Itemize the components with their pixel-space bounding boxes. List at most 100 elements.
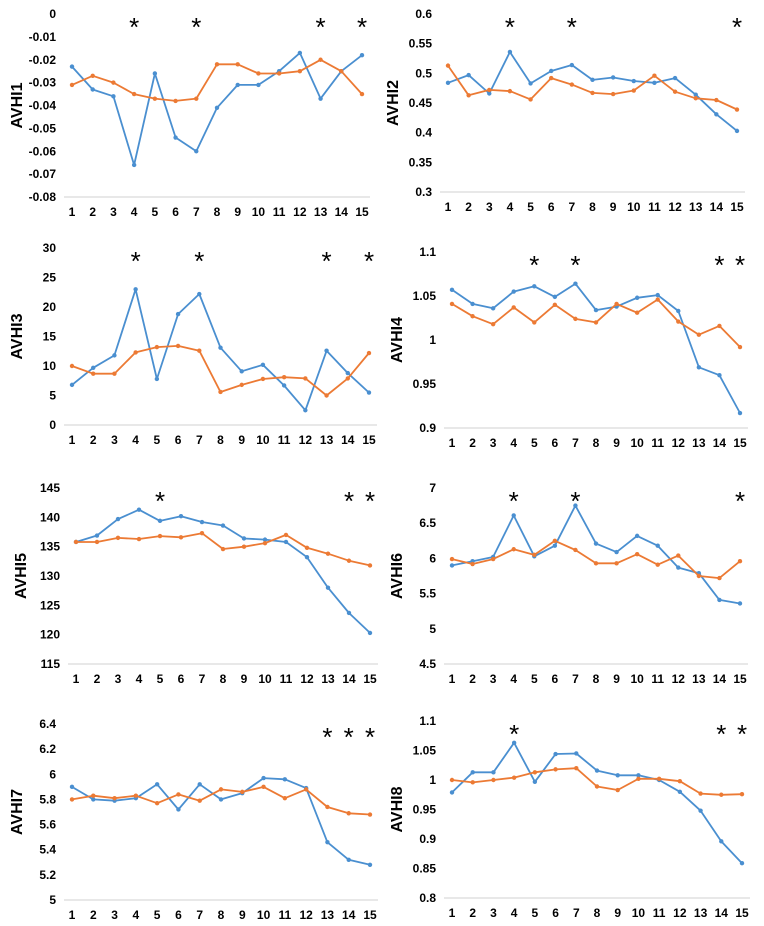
- data-point-blue: [220, 523, 226, 528]
- data-point-orange: [178, 535, 184, 540]
- x-tick-label: 5: [152, 205, 159, 219]
- x-tick-label: 13: [694, 906, 708, 920]
- significance-asterisk: *: [129, 12, 139, 42]
- data-point-orange: [339, 68, 344, 74]
- x-tick-label: 5: [532, 906, 539, 920]
- significance-asterisk: *: [505, 12, 515, 42]
- data-point-orange: [466, 93, 471, 98]
- data-point-orange: [115, 535, 121, 541]
- x-tick-label: 14: [341, 433, 355, 447]
- y-tick-label: 6.2: [39, 742, 56, 756]
- data-point-blue: [634, 295, 640, 300]
- y-tick-label: 6: [49, 767, 56, 781]
- significance-asterisk: *: [344, 722, 354, 752]
- y-tick-label: -0.06: [29, 144, 57, 158]
- y-tick-label: 10: [43, 359, 57, 373]
- data-point-orange: [261, 784, 266, 790]
- x-tick-label: 7: [199, 672, 206, 686]
- y-tick-label: 7: [429, 481, 436, 495]
- data-point-blue: [197, 782, 202, 787]
- x-tick-label: 5: [531, 436, 538, 450]
- x-tick-label: 15: [363, 908, 377, 922]
- x-tick-label: 5: [154, 908, 161, 922]
- x-tick-label: 5: [157, 672, 164, 686]
- significance-asterisk: *: [732, 12, 742, 42]
- y-tick-label: 145: [40, 481, 60, 495]
- y-tick-label: 5: [49, 893, 56, 907]
- data-point-orange: [507, 88, 513, 94]
- data-point-blue: [573, 503, 578, 508]
- x-tick-label: 7: [572, 672, 579, 686]
- data-point-blue: [528, 81, 533, 86]
- data-point-blue: [676, 308, 681, 314]
- data-point-blue: [552, 543, 558, 548]
- data-point-blue: [176, 807, 181, 812]
- y-tick-label: 125: [40, 598, 60, 612]
- y-axis-label: AVHI1: [9, 82, 26, 128]
- x-tick-label: 4: [507, 200, 514, 214]
- y-tick-label: 1.1: [419, 245, 436, 259]
- data-point-orange: [656, 776, 662, 782]
- significance-asterisk: *: [529, 250, 539, 280]
- x-tick-label: 12: [672, 436, 686, 450]
- y-tick-label: 6.5: [419, 516, 436, 530]
- x-tick-label: 6: [175, 433, 182, 447]
- y-tick-label: 30: [43, 241, 57, 255]
- data-point-blue: [197, 291, 202, 297]
- x-tick-label: 8: [594, 906, 601, 920]
- data-point-blue: [507, 49, 513, 55]
- data-point-blue: [672, 75, 678, 81]
- y-tick-label: 1.05: [413, 744, 437, 758]
- data-point-orange: [318, 57, 323, 62]
- data-point-orange: [276, 71, 282, 76]
- y-axis-label: AVHI6: [389, 553, 406, 599]
- significance-asterisk: *: [316, 12, 326, 42]
- data-point-orange: [614, 561, 619, 566]
- data-point-blue: [594, 768, 600, 773]
- data-point-orange: [449, 777, 455, 783]
- x-tick-label: 11: [651, 672, 664, 686]
- data-point-orange: [262, 540, 268, 546]
- data-point-orange: [615, 787, 620, 793]
- y-tick-label: 120: [40, 628, 60, 642]
- data-point-blue: [297, 50, 303, 56]
- data-point-blue: [256, 82, 261, 88]
- data-point-orange: [282, 795, 288, 801]
- x-tick-label: 13: [314, 205, 328, 219]
- data-point-orange: [112, 371, 117, 376]
- data-point-orange: [470, 561, 475, 567]
- y-axis-label: AVHI4: [389, 317, 406, 363]
- data-point-blue: [304, 555, 310, 560]
- x-tick-label: 8: [589, 200, 596, 214]
- y-tick-label: -0.02: [29, 53, 57, 67]
- data-point-orange: [553, 767, 558, 772]
- y-tick-label: -0.03: [29, 76, 57, 90]
- data-point-orange: [173, 98, 178, 104]
- data-point-blue: [491, 770, 496, 775]
- data-point-blue: [261, 775, 266, 781]
- x-tick-label: 5: [527, 200, 534, 214]
- data-point-orange: [325, 804, 330, 810]
- x-tick-label: 12: [299, 433, 313, 447]
- x-tick-label: 8: [218, 908, 225, 922]
- data-point-orange: [241, 544, 247, 549]
- y-tick-label: 0.55: [409, 37, 433, 51]
- data-point-orange: [235, 62, 240, 67]
- x-tick-label: 15: [362, 433, 376, 447]
- x-tick-label: 5: [531, 672, 538, 686]
- data-point-blue: [112, 353, 117, 358]
- x-tick-label: 14: [342, 672, 356, 686]
- data-point-blue: [511, 289, 516, 294]
- y-tick-label: -0.07: [29, 167, 57, 181]
- x-tick-label: 6: [552, 436, 559, 450]
- data-point-orange: [528, 97, 533, 102]
- x-tick-label: 14: [342, 908, 356, 922]
- y-tick-label: 0.85: [413, 862, 437, 876]
- x-tick-label: 14: [715, 906, 729, 920]
- significance-asterisk: *: [737, 719, 747, 749]
- data-point-blue: [445, 80, 451, 86]
- data-point-blue: [214, 105, 220, 110]
- data-point-blue: [152, 71, 158, 76]
